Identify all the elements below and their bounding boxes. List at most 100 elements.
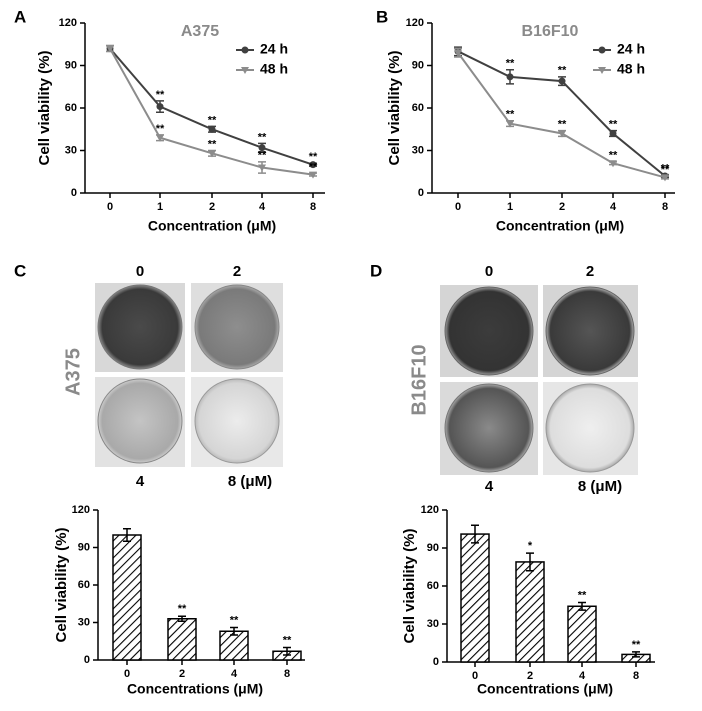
well-photos — [95, 283, 638, 475]
y-tick-label: 0 — [84, 654, 90, 666]
y-tick-label: 30 — [427, 618, 439, 630]
y-tick-label: 120 — [59, 17, 77, 29]
cell-line-label: B16F10 — [408, 344, 430, 415]
x-tick-label: 2 — [527, 670, 533, 682]
well-label: 2 — [586, 263, 594, 280]
legend-label: 48 h — [617, 61, 645, 77]
error-bar — [526, 552, 534, 572]
point — [258, 164, 266, 172]
y-tick-label: 0 — [433, 656, 439, 668]
y-tick-label: 0 — [71, 187, 77, 199]
point — [558, 77, 566, 85]
y-axis-label: Cell viability (%) — [36, 50, 53, 165]
x-axis-label: Concentration (μM) — [496, 218, 624, 234]
point — [454, 49, 462, 57]
y-tick-label: 0 — [418, 187, 424, 199]
x-tick-label: 0 — [472, 670, 478, 682]
point — [506, 120, 514, 128]
x-tick-label: 1 — [157, 201, 163, 213]
significance: ** — [230, 614, 239, 626]
bar — [567, 605, 597, 663]
legend-marker — [241, 46, 249, 54]
bar — [112, 534, 142, 661]
x-tick-label: 4 — [231, 668, 238, 680]
y-axis-label: Cell viability (%) — [401, 528, 418, 643]
point — [156, 103, 164, 111]
panel-label: C — [14, 261, 26, 280]
point — [609, 160, 617, 168]
x-tick-label: 4 — [259, 201, 266, 213]
point — [309, 161, 317, 169]
point — [309, 171, 317, 179]
well-label: 8 (μM) — [228, 473, 272, 490]
x-tick-label: 8 — [662, 201, 668, 213]
well-label: 4 — [485, 478, 494, 495]
x-tick-label: 8 — [284, 668, 290, 680]
y-tick-label: 90 — [427, 542, 439, 554]
x-tick-label: 8 — [310, 201, 316, 213]
x-tick-label: 0 — [107, 201, 113, 213]
significance: ** — [661, 164, 670, 176]
significance: ** — [558, 65, 567, 77]
significance: ** — [156, 89, 165, 101]
legend-label: 24 h — [617, 41, 645, 57]
point — [208, 125, 216, 133]
well-label: 4 — [136, 473, 145, 490]
point — [661, 174, 669, 182]
bar — [460, 533, 490, 663]
well-label: 8 (μM) — [578, 478, 622, 495]
significance: ** — [258, 150, 267, 162]
significance: ** — [208, 114, 217, 126]
error-bar — [178, 615, 186, 622]
legend-marker — [598, 46, 606, 54]
error-bar — [230, 626, 238, 636]
point — [506, 73, 514, 81]
x-tick-label: 2 — [179, 668, 185, 680]
bar — [515, 561, 545, 663]
panel-label: B — [376, 7, 388, 26]
x-axis-label: Concentrations (μM) — [477, 681, 613, 697]
y-axis-label: Cell viability (%) — [53, 527, 70, 642]
legend-label: 24 h — [260, 41, 288, 57]
significance: ** — [578, 589, 587, 601]
y-tick-label: 90 — [65, 59, 77, 71]
significance: ** — [283, 634, 292, 646]
significance: ** — [309, 151, 318, 163]
well-label: 0 — [136, 263, 144, 280]
legend-label: 48 h — [260, 61, 288, 77]
x-tick-label: 0 — [455, 201, 461, 213]
point — [258, 144, 266, 152]
significance: * — [528, 540, 533, 552]
y-tick-label: 60 — [412, 102, 424, 114]
y-tick-label: 120 — [72, 504, 90, 516]
significance: ** — [609, 119, 618, 131]
x-tick-label: 8 — [633, 670, 639, 682]
y-tick-label: 30 — [78, 616, 90, 628]
x-tick-label: 0 — [124, 668, 130, 680]
significance: ** — [558, 119, 567, 131]
error-bar — [123, 528, 131, 542]
error-bar — [471, 524, 479, 544]
point — [208, 150, 216, 158]
y-tick-label: 30 — [412, 144, 424, 156]
point — [609, 130, 617, 137]
significance: ** — [609, 150, 618, 162]
x-tick-label: 1 — [507, 201, 513, 213]
significance: ** — [156, 123, 165, 135]
y-tick-label: 60 — [78, 579, 90, 591]
significance: ** — [309, 161, 318, 173]
significance: ** — [632, 639, 641, 651]
point — [558, 130, 566, 138]
x-axis-label: Concentrations (μM) — [127, 681, 263, 697]
bar — [167, 618, 197, 661]
error-bar — [283, 646, 291, 656]
significance: ** — [208, 138, 217, 150]
well-label: 0 — [485, 263, 493, 280]
significance: ** — [661, 162, 670, 174]
x-tick-label: 4 — [610, 201, 617, 213]
panel-label: A — [14, 7, 26, 26]
x-axis-label: Concentration (μM) — [148, 218, 276, 234]
y-axis-label: Cell viability (%) — [386, 50, 403, 165]
cell-line-label: A375 — [62, 348, 84, 396]
chart-title: A375 — [181, 23, 219, 40]
